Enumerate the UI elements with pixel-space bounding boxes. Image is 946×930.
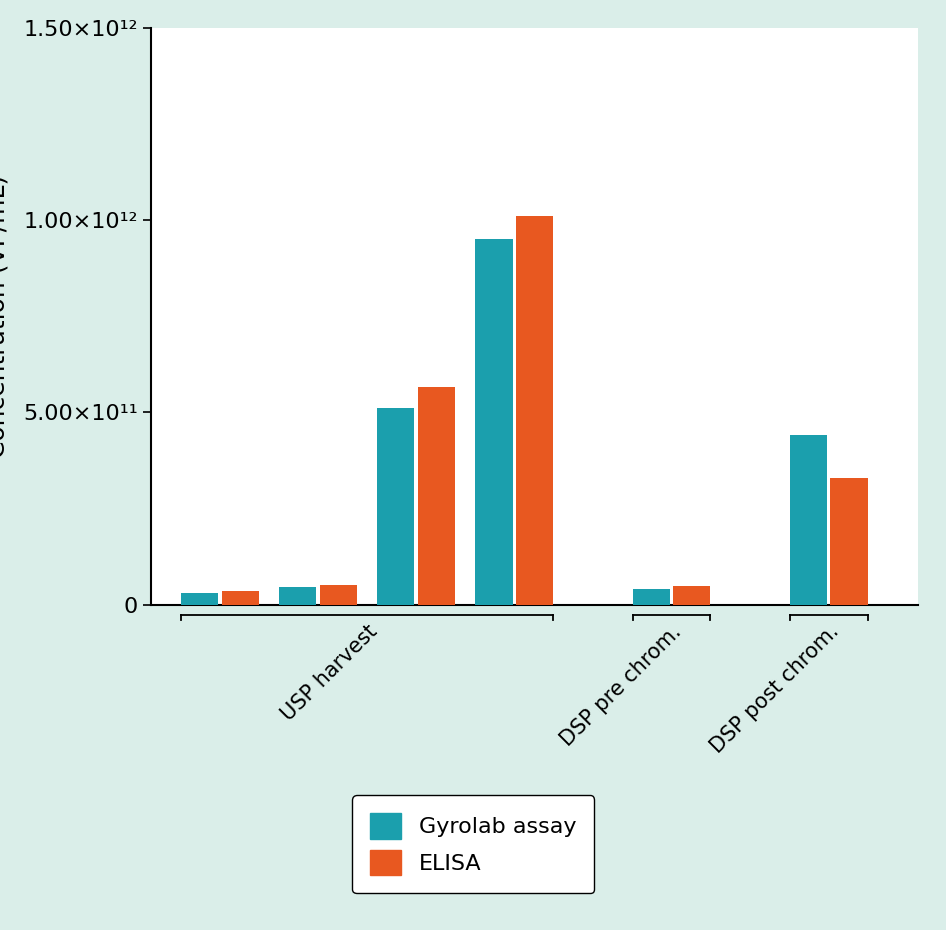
Text: DSP pre chrom.: DSP pre chrom. (557, 621, 686, 750)
Bar (181, 593, 219, 604)
Bar (221, 591, 259, 604)
Bar (475, 239, 513, 604)
Legend: Gyrolab assay, ELISA: Gyrolab assay, ELISA (352, 795, 594, 893)
Text: DSP post chrom.: DSP post chrom. (707, 621, 843, 757)
Bar (377, 408, 414, 604)
Bar (279, 587, 316, 604)
Bar (418, 387, 455, 604)
Bar (831, 478, 867, 604)
Bar (790, 435, 827, 604)
Bar (633, 589, 670, 605)
Bar (516, 217, 553, 604)
Text: USP harvest: USP harvest (278, 621, 381, 724)
Bar (320, 585, 357, 604)
Bar (674, 587, 710, 604)
Y-axis label: Concentration (VP/mL): Concentration (VP/mL) (0, 175, 9, 458)
